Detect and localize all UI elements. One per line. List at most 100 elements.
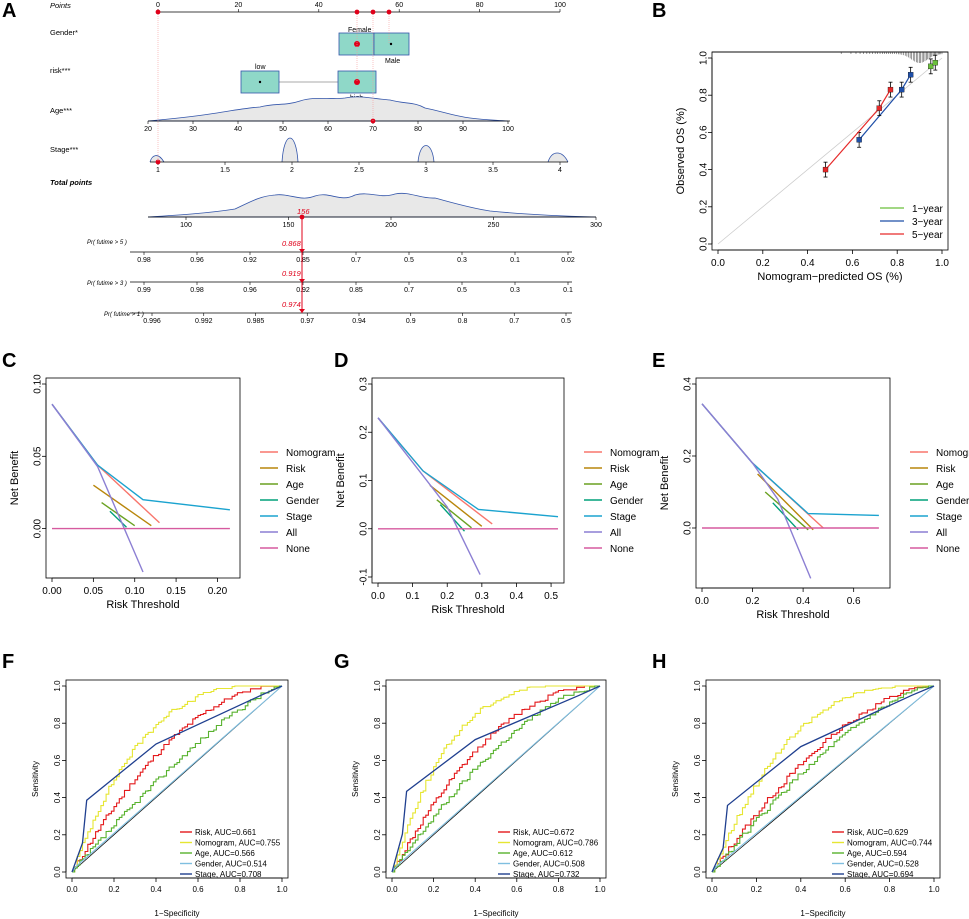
axis-tick-label: 60 <box>324 126 332 133</box>
roc-panel-f: 0.0 0.2 0.4 0.6 0.8 1.0 0.0 0.2 0.4 0.6 0.8 1.0 1−Sp… <box>31 679 289 918</box>
panel-letter-h: H <box>652 651 666 673</box>
x-axis-label: 1−Specificity <box>473 909 518 918</box>
calibration-point <box>876 105 882 111</box>
x-tick-label: 0.4 <box>510 591 524 602</box>
axis-tick-label: 0.02 <box>561 257 575 264</box>
pr5-axis: 0.98 0.96 0.92 0.85 0.7 0.5 0.3 0.1 0.02 <box>137 252 575 264</box>
dca-curve <box>92 484 152 527</box>
legend-label: Risk <box>610 464 630 475</box>
x-tick-label: 0.6 <box>847 596 861 607</box>
legend-label: Nomogram <box>936 448 969 459</box>
y-tick-label: 0.2 <box>683 449 694 463</box>
legend-label: 3−year <box>912 217 944 228</box>
y-tick-label: -0.1 <box>359 568 370 586</box>
y-tick-label: 0.0 <box>373 866 382 878</box>
legend-label: None <box>286 544 310 555</box>
y-tick-label: 0.2 <box>699 199 710 213</box>
dca-curve <box>377 417 493 525</box>
pr1-value: 0.974 <box>282 300 301 309</box>
axis-tick-label: 100 <box>554 2 566 9</box>
nomogram-panel: Points Gender* risk*** Age*** Stage*** T… <box>50 1 602 325</box>
axis-tick-label: 0.85 <box>349 287 363 294</box>
axis-tick-label: 0 <box>156 2 160 9</box>
x-tick-label: 0.8 <box>884 885 896 894</box>
total-density <box>147 192 597 218</box>
panel-letter-g: G <box>334 651 350 673</box>
x-tick-label: 0.20 <box>208 586 228 597</box>
axis-tick-label: 150 <box>283 222 295 229</box>
gender-label: Gender* <box>50 28 78 37</box>
y-axis-label: Net Benefit <box>659 456 671 510</box>
dca-panel-e: 0.0 0.2 0.4 0.6 0.0 0.2 0.4 Risk Threshold Net B… <box>659 377 969 621</box>
pr3-axis: 0.99 0.98 0.96 0.92 0.85 0.7 0.5 0.3 0.1 <box>137 282 573 294</box>
legend-label: Risk, AUC=0.672 <box>513 828 575 837</box>
axis-tick-label: 0.85 <box>296 257 310 264</box>
axis-tick-label: 80 <box>414 126 422 133</box>
y-tick-label: 0.0 <box>53 866 62 878</box>
y-axis-label: Observed OS (%) <box>675 108 687 195</box>
axis-tick-label: 90 <box>459 126 467 133</box>
axis-tick-label: 100 <box>180 222 192 229</box>
axis-tick-label: 0.992 <box>195 318 213 325</box>
axis-tick-label: 2 <box>290 167 294 174</box>
legend-label: Age, AUC=0.566 <box>195 849 255 858</box>
legend-label: Stage, AUC=0.694 <box>847 870 914 879</box>
roc-curve <box>711 685 935 873</box>
legend-label: None <box>610 544 634 555</box>
axis-tick-label: 70 <box>369 126 377 133</box>
panel-letter-e: E <box>652 350 665 372</box>
legend-label: Gender <box>286 496 320 507</box>
y-tick-label: 0.2 <box>373 829 382 841</box>
plot-frame <box>371 377 565 584</box>
axis-tick-label: 0.1 <box>563 287 573 294</box>
dca-curve <box>109 510 127 528</box>
calibration-point <box>856 137 862 143</box>
y-tick-label: 0.0 <box>683 521 694 535</box>
y-tick-label: 0.4 <box>693 791 702 803</box>
axis-tick-label: 0.99 <box>137 287 151 294</box>
stage-density <box>149 137 569 163</box>
y-tick-label: 0.8 <box>693 717 702 729</box>
legend-label: Risk <box>936 464 956 475</box>
roc-curve <box>392 685 600 873</box>
roc-curve <box>72 685 282 873</box>
legend-label: Risk <box>286 464 306 475</box>
y-tick-label: 0.1 <box>359 473 370 487</box>
panel-letter-c: C <box>2 350 16 372</box>
y-tick-label: 1.0 <box>699 51 710 65</box>
x-tick-label: 0.05 <box>84 586 104 597</box>
y-tick-label: 1.0 <box>693 680 702 692</box>
x-tick-label: 0.15 <box>166 586 186 597</box>
x-tick-label: 0.4 <box>470 885 482 894</box>
x-tick-label: 0.4 <box>150 885 162 894</box>
legend-label: Stage <box>936 512 963 523</box>
x-tick-label: 0.4 <box>796 596 810 607</box>
x-tick-label: 0.1 <box>406 591 420 602</box>
x-tick-label: 0.8 <box>553 885 565 894</box>
axis-tick-label: 40 <box>315 2 323 9</box>
roc-panel-g: 0.0 0.2 0.4 0.6 0.8 1.0 0.0 0.2 0.4 0.6 0.8 1.0 1−Sp… <box>351 679 607 918</box>
axis-tick-label: 0.5 <box>404 257 414 264</box>
axis-tick-label: 80 <box>476 2 484 9</box>
dca-curve <box>429 484 483 527</box>
x-tick-label: 0.8 <box>234 885 246 894</box>
x-tick-label: 0.2 <box>756 258 770 269</box>
axis-tick-label: 0.8 <box>458 318 468 325</box>
legend-label: Nomogram <box>286 448 335 459</box>
x-tick-label: 0.5 <box>544 591 558 602</box>
pr1-axis: 0.996 0.992 0.985 0.97 0.94 0.9 0.8 0.7 0.5 <box>143 313 571 325</box>
legend-label: Age <box>936 480 954 491</box>
axis-tick-label: 0.7 <box>509 318 519 325</box>
calibration-point <box>932 60 938 66</box>
legend-label: All <box>610 528 621 539</box>
x-tick-label: 0.10 <box>125 586 145 597</box>
legend-label: 1−year <box>912 204 944 215</box>
legend-label: All <box>936 528 947 539</box>
axis-tick-label: 30 <box>189 126 197 133</box>
axis-tick-label: 4 <box>558 167 562 174</box>
x-tick-label: 0.3 <box>475 591 489 602</box>
axis-tick-label: 0.9 <box>406 318 416 325</box>
calibration-point <box>887 86 894 93</box>
